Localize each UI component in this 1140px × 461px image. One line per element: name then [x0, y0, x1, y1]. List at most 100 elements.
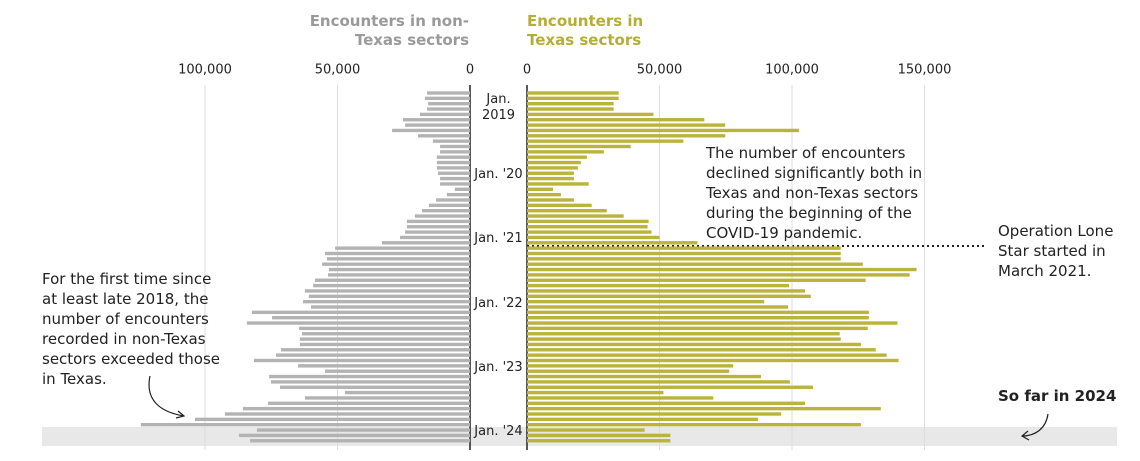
bar: [527, 439, 671, 443]
bar: [527, 390, 664, 395]
bar: [527, 406, 881, 411]
bar: [527, 96, 619, 101]
bar: [527, 139, 684, 143]
bar: [527, 337, 841, 341]
bar: [527, 380, 790, 384]
bar: [414, 214, 470, 218]
bar: [527, 364, 734, 368]
arrow-head: [175, 410, 186, 419]
bar: [194, 417, 470, 422]
bar: [251, 310, 470, 315]
bar: [527, 150, 604, 154]
bar: [527, 230, 652, 234]
bar: [527, 433, 671, 438]
bar: [527, 134, 726, 138]
bar: [344, 390, 470, 395]
bar: [311, 305, 470, 309]
bar: [527, 91, 619, 95]
bar: [279, 385, 470, 389]
bar: [527, 102, 614, 106]
bar: [527, 219, 649, 224]
bar: [238, 433, 470, 438]
bar: [527, 160, 581, 165]
bar: [382, 241, 470, 245]
bar: [329, 267, 470, 272]
bar: [527, 374, 761, 379]
bar: [440, 182, 470, 186]
bar: [256, 428, 470, 432]
bar: [281, 348, 470, 352]
annotation: So far in 2024: [998, 387, 1117, 405]
bar: [418, 134, 470, 138]
y-tick-label: Jan. '22: [474, 295, 523, 311]
bar: [527, 144, 631, 149]
bar: [314, 278, 470, 282]
bar: [527, 305, 789, 309]
bar: [299, 342, 470, 347]
bar: [527, 273, 910, 277]
bar: [406, 225, 470, 229]
y-tick-label: Jan. '21: [474, 231, 523, 247]
bar: [527, 112, 654, 117]
bar: [527, 198, 574, 202]
bar: [424, 96, 470, 101]
bar: [224, 412, 470, 416]
bar: [304, 396, 470, 400]
bar: [527, 342, 861, 347]
bar: [527, 267, 917, 272]
bar: [527, 423, 861, 427]
bar: [527, 209, 607, 213]
bar: [527, 251, 841, 256]
bar: [325, 251, 470, 256]
bar: [250, 439, 470, 443]
bar: [527, 118, 705, 122]
bar: [527, 412, 782, 416]
bar: [254, 358, 470, 363]
bar: [436, 160, 470, 165]
x-tick-label: 100,000: [178, 63, 232, 78]
annotation: Operation Lone Star started in March 202…: [998, 222, 1114, 280]
bar: [527, 428, 645, 432]
bar: [527, 358, 899, 363]
bar: [527, 235, 660, 240]
bar: [527, 225, 648, 229]
bar: [299, 337, 470, 341]
bar: [326, 257, 470, 261]
bar: [405, 230, 470, 234]
bar: [298, 364, 470, 368]
bar: [527, 353, 887, 357]
bar: [140, 423, 470, 427]
bar: [335, 246, 470, 250]
bar: [527, 192, 561, 197]
bar: [446, 192, 470, 197]
bar: [428, 203, 470, 208]
x-tick-label: 50,000: [637, 63, 683, 78]
bar: [422, 209, 470, 213]
bar: [436, 166, 470, 170]
bar: [527, 310, 869, 315]
bar: [242, 406, 470, 411]
annotation: The number of encounters declined signif…: [706, 144, 923, 242]
bar: [303, 299, 470, 304]
bar: [276, 353, 470, 357]
bar: [299, 326, 470, 331]
bar: [428, 102, 470, 106]
y-tick-label: Jan. '24: [474, 424, 523, 440]
bar: [527, 299, 765, 304]
bar: [527, 321, 898, 325]
bar: [527, 283, 790, 288]
x-tick-label: 150,000: [898, 63, 952, 78]
bar: [437, 171, 470, 175]
bar: [440, 144, 470, 149]
bar: [436, 198, 470, 202]
bar: [313, 283, 470, 288]
bar: [308, 294, 470, 298]
right-header: Encounters in Texas sectors: [527, 12, 644, 49]
x-tick-label: 0: [466, 63, 474, 78]
bar: [527, 401, 805, 405]
bar: [527, 257, 841, 261]
bar: [440, 176, 470, 181]
x-tick-label: 100,000: [765, 63, 819, 78]
bar: [436, 155, 470, 159]
